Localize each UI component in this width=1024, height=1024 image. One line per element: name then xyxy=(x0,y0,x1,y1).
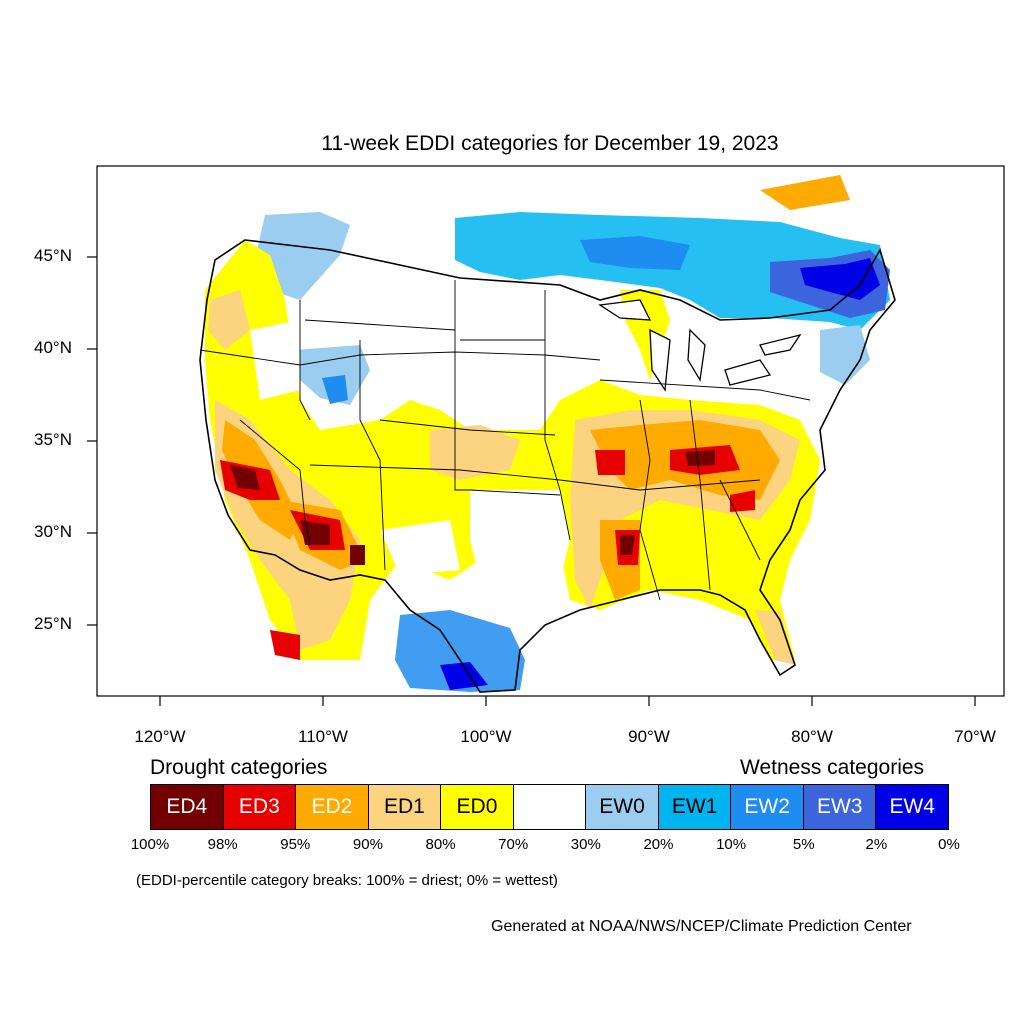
lat-label-40: 40°N xyxy=(34,338,72,357)
legend-cell-normal xyxy=(513,785,587,829)
drought-ed4-kentucky xyxy=(685,450,715,466)
great-lakes xyxy=(598,299,802,392)
normal-great-basin xyxy=(250,320,300,400)
credit-line: Generated at NOAA/NWS/NCEP/Climate Predi… xyxy=(491,918,912,935)
lat-label-30: 30°N xyxy=(34,522,72,541)
wet-region-north xyxy=(455,212,890,330)
lon-label-90: 90°W xyxy=(628,727,670,746)
legend-break-label: 30% xyxy=(570,836,601,853)
lon-ticks xyxy=(159,696,976,706)
wet-region-utah xyxy=(295,345,370,405)
legend-cell-ew1: EW1 xyxy=(658,785,732,829)
drought-ed1-oregon xyxy=(208,290,250,350)
legend-cell-ew3: EW3 xyxy=(803,785,877,829)
legend-break-label: 10% xyxy=(716,836,747,853)
legend-break-label: 90% xyxy=(352,836,383,853)
lon-label-110: 110°W xyxy=(298,727,348,746)
legend-cell-ew0: EW0 xyxy=(586,785,659,829)
legend-break-label: 70% xyxy=(498,836,529,853)
drought-ed3-carolina xyxy=(730,490,755,512)
lon-label-80: 80°W xyxy=(791,727,833,746)
wet-region-texas-core xyxy=(440,662,488,690)
drought-ed4-california xyxy=(230,465,260,490)
lat-label-35: 35°N xyxy=(34,430,72,449)
lon-label-100: 100°W xyxy=(460,727,512,746)
legend-break-label: 100% xyxy=(130,836,170,853)
legend-break-label: 98% xyxy=(207,836,238,853)
legend-cell-ed0: ED0 xyxy=(441,785,514,829)
legend-break-label: 0% xyxy=(938,836,960,853)
lat-label-45: 45°N xyxy=(34,246,72,265)
wet-region-texas xyxy=(395,610,525,692)
normal-texas-oklahoma xyxy=(470,490,570,600)
lon-label-120: 120°W xyxy=(134,727,186,746)
drought-categories-heading: Drought categories xyxy=(150,756,328,779)
legend-cell-ed3: ED3 xyxy=(223,785,297,829)
normal-nm xyxy=(380,520,460,575)
wet-region-north-ew2 xyxy=(580,236,690,270)
lat-ticks xyxy=(87,256,97,626)
drought-ed1-florida xyxy=(755,610,795,665)
wet-region-northwest xyxy=(255,212,350,300)
breaks-note: (EDDI-percentile category breaks: 100% =… xyxy=(136,872,558,889)
wet-region-northeast-ew4 xyxy=(800,258,880,300)
legend-cell-ew2: EW2 xyxy=(731,785,804,829)
lon-label-70: 70°W xyxy=(954,727,996,746)
us-outline xyxy=(199,239,896,693)
wet-region-utah-core xyxy=(322,375,348,404)
legend-color-bar: ED4 ED3 ED2 ED1 ED0 EW0 EW1 EW2 EW3 EW4 xyxy=(150,784,949,830)
legend-cell-ed4: ED4 xyxy=(151,785,224,829)
lat-label-25: 25°N xyxy=(34,614,72,633)
legend-cell-ed2: ED2 xyxy=(296,785,369,829)
legend-break-label: 20% xyxy=(643,836,674,853)
legend-break-label: 80% xyxy=(425,836,456,853)
drought-ed3-missouri xyxy=(595,450,625,475)
legend-cell-ew4: EW4 xyxy=(876,785,949,829)
map-layers xyxy=(97,166,1004,696)
state-borders xyxy=(199,280,811,601)
drought-ed4-miss xyxy=(620,535,635,555)
wetness-categories-heading: Wetness categories xyxy=(740,756,925,779)
drought-ed2-canada xyxy=(760,175,850,210)
legend-break-label: 5% xyxy=(792,836,815,853)
wet-region-new-england-ew0 xyxy=(820,325,870,385)
map-frame xyxy=(96,165,1005,697)
drought-ed1-kansas xyxy=(430,425,520,480)
legend-break-label: 2% xyxy=(865,836,888,853)
drought-ed4-nm xyxy=(350,545,365,565)
legend-break-label: 95% xyxy=(280,836,311,853)
drought-ed3-baja xyxy=(270,630,300,660)
map-title: 11-week EDDI categories for December 19,… xyxy=(321,132,779,155)
drought-ed4-arizona xyxy=(300,520,330,545)
legend-cell-ed1: ED1 xyxy=(368,785,442,829)
